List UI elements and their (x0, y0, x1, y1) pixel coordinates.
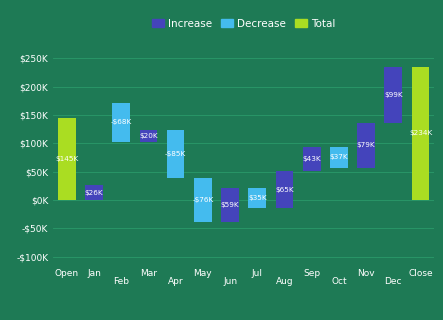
Text: $35K: $35K (248, 195, 267, 201)
Bar (385, 67, 402, 123)
Text: Jul: Jul (252, 269, 263, 278)
Text: Dec: Dec (385, 277, 402, 286)
Text: Jun: Jun (223, 277, 237, 286)
Text: Aug: Aug (276, 277, 293, 286)
Text: Open: Open (54, 269, 79, 278)
Text: $59K: $59K (221, 202, 239, 208)
Text: Feb: Feb (113, 277, 129, 286)
Bar (194, 179, 212, 221)
Text: $79K: $79K (357, 142, 375, 148)
Text: $20K: $20K (139, 133, 158, 139)
Bar (412, 67, 429, 200)
Text: $43K: $43K (303, 156, 321, 162)
Text: Apr: Apr (168, 277, 183, 286)
Text: $37K: $37K (330, 154, 348, 160)
Bar (249, 188, 266, 208)
Text: -$68K: -$68K (111, 119, 132, 125)
Text: $145K: $145K (55, 156, 78, 162)
Text: Sep: Sep (303, 269, 320, 278)
Text: Jan: Jan (87, 269, 101, 278)
Bar (85, 185, 103, 200)
Bar (276, 171, 293, 208)
Text: $26K: $26K (85, 190, 103, 196)
Legend: Increase, Decrease, Total: Increase, Decrease, Total (148, 14, 340, 33)
Text: -$85K: -$85K (165, 151, 186, 157)
Text: $65K: $65K (275, 187, 294, 193)
Bar (330, 147, 348, 168)
Bar (303, 147, 321, 171)
Bar (167, 130, 184, 179)
Text: Mar: Mar (140, 269, 157, 278)
Text: $234K: $234K (409, 130, 432, 136)
Bar (221, 188, 239, 221)
Text: -$76K: -$76K (192, 197, 214, 203)
Text: Close: Close (408, 269, 433, 278)
Bar (140, 130, 157, 142)
Text: Oct: Oct (331, 277, 347, 286)
Bar (58, 118, 76, 200)
Text: May: May (194, 269, 212, 278)
Text: $99K: $99K (384, 92, 403, 98)
Bar (357, 123, 375, 168)
Text: Nov: Nov (358, 269, 375, 278)
Bar (113, 103, 130, 142)
